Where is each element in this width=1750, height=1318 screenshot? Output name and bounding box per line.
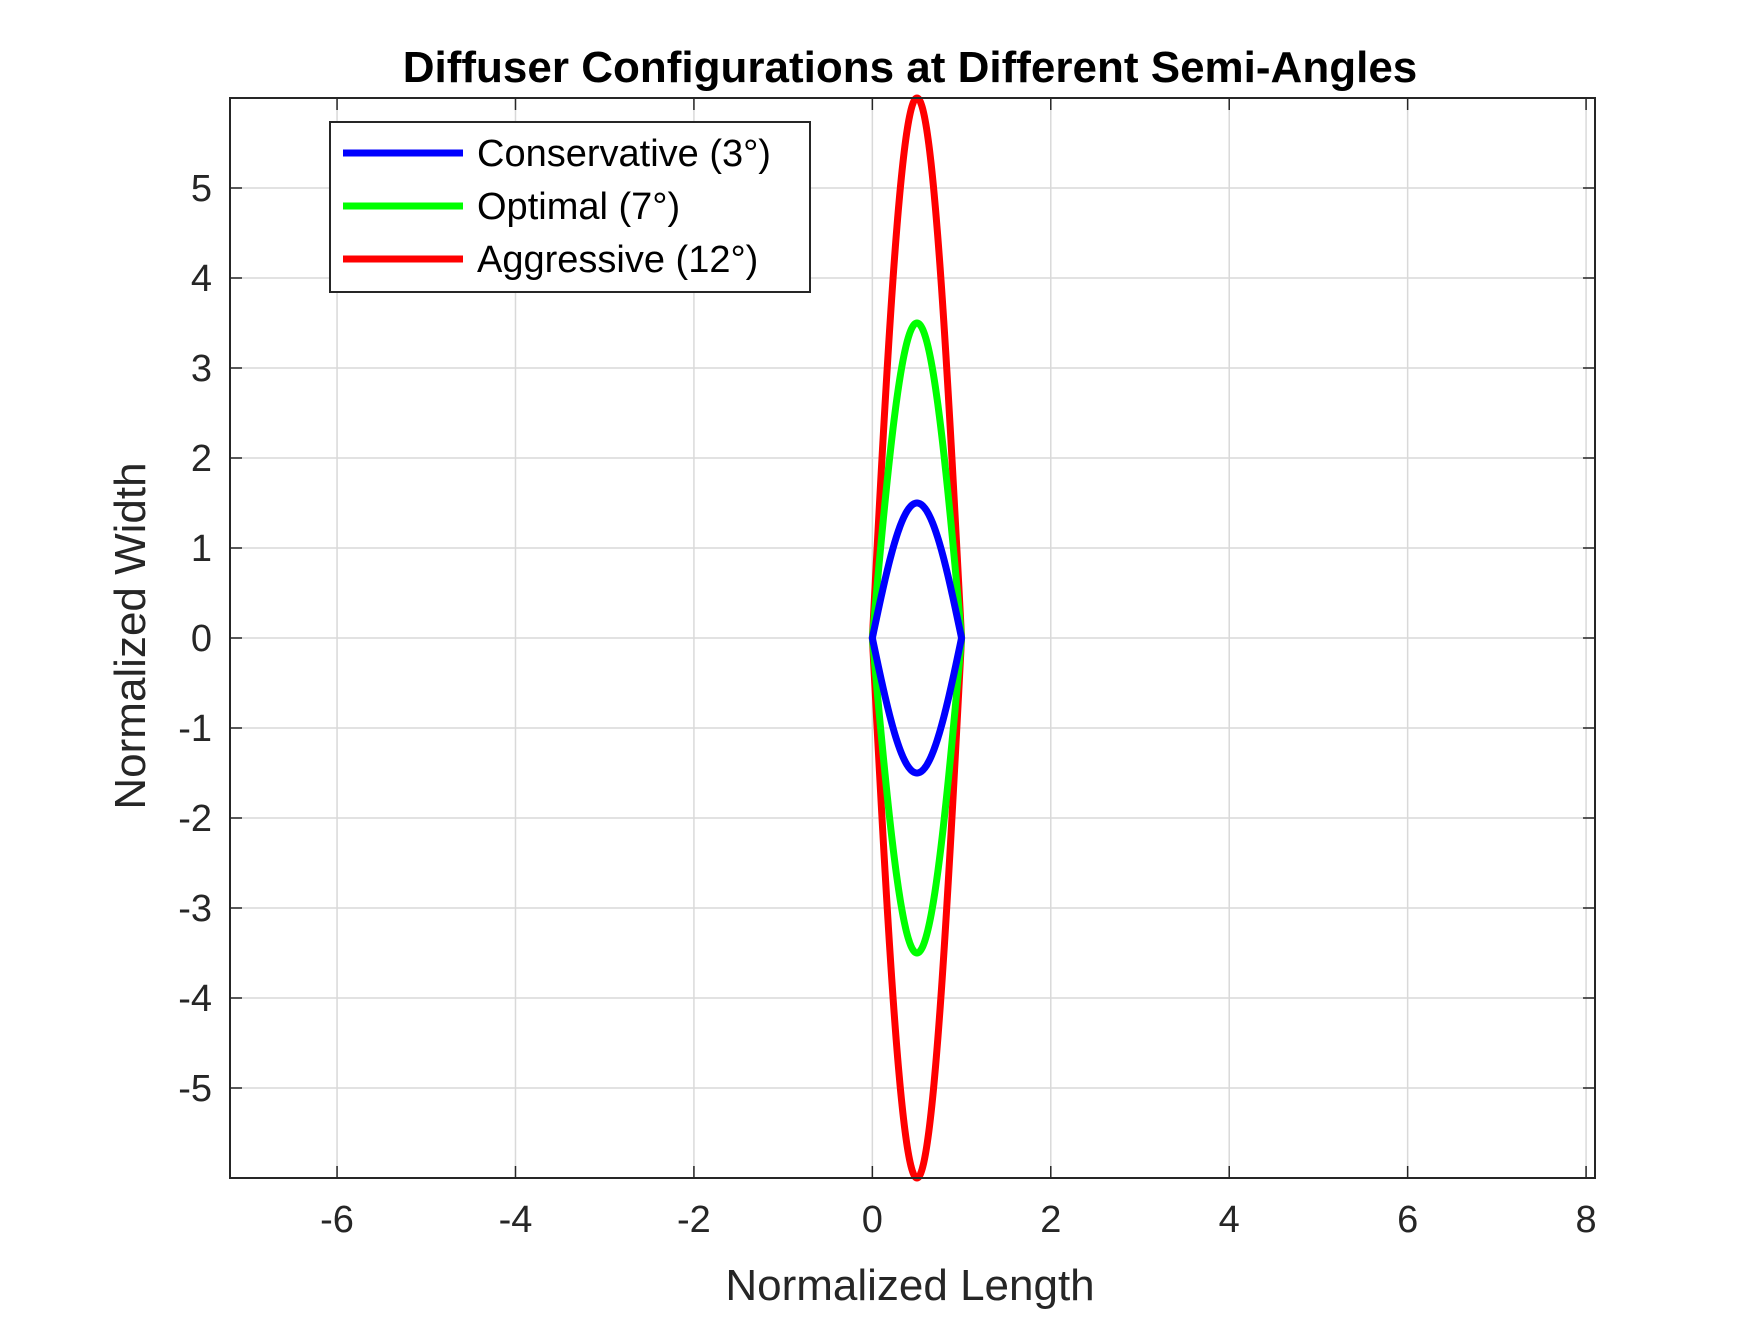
y-tick-label: -4 bbox=[178, 978, 212, 1020]
x-tick-label: 8 bbox=[1576, 1199, 1597, 1241]
legend-items: Conservative (3°) Optimal (7°) Aggressive … bbox=[343, 133, 771, 281]
y-tick-label: 1 bbox=[191, 528, 212, 570]
x-tick-label: -2 bbox=[677, 1199, 711, 1241]
legend-label-optimal: Optimal (7°) bbox=[477, 186, 680, 228]
x-tick-label: 6 bbox=[1397, 1199, 1418, 1241]
y-tick-label: 0 bbox=[191, 618, 212, 660]
data-series bbox=[868, 94, 966, 1182]
chart-title: Diffuser Configurations at Different Sem… bbox=[403, 43, 1418, 92]
legend-label-aggressive: Aggressive (12°) bbox=[477, 239, 758, 281]
x-tick-label: 4 bbox=[1219, 1199, 1240, 1241]
y-tick-label: -2 bbox=[178, 798, 212, 840]
y-tick-label: 4 bbox=[191, 258, 212, 300]
y-tick-label: -5 bbox=[178, 1068, 212, 1110]
y-tick-label: -3 bbox=[178, 888, 212, 930]
y-tick-label: -1 bbox=[178, 708, 212, 750]
x-tick-label: -6 bbox=[320, 1199, 354, 1241]
x-tick-labels: -6 -4 -2 0 2 4 6 8 bbox=[320, 1199, 1596, 1241]
y-tick-label: 5 bbox=[191, 168, 212, 210]
x-tick-label: 0 bbox=[862, 1199, 883, 1241]
y-tick-labels: -5 -4 -3 -2 -1 0 1 2 3 4 5 bbox=[178, 168, 212, 1110]
axis-ticks bbox=[230, 98, 1595, 1178]
x-axis-label: Normalized Length bbox=[725, 1261, 1094, 1310]
legend-label-conservative: Conservative (3°) bbox=[477, 133, 771, 175]
x-tick-label: -4 bbox=[499, 1199, 533, 1241]
x-tick-label: 2 bbox=[1040, 1199, 1061, 1241]
series-line-conservative bbox=[868, 499, 966, 777]
legend: Conservative (3°) Optimal (7°) Aggressive … bbox=[329, 121, 811, 293]
y-axis-label: Normalized Width bbox=[106, 462, 155, 809]
y-tick-label: 2 bbox=[191, 438, 212, 480]
y-tick-label: 3 bbox=[191, 348, 212, 390]
